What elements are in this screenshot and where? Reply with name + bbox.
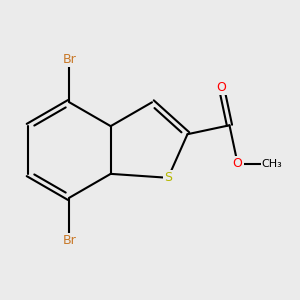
Text: Br: Br <box>62 234 76 247</box>
Text: S: S <box>164 171 172 184</box>
Text: Br: Br <box>62 53 76 66</box>
Text: O: O <box>233 157 243 170</box>
Text: CH₃: CH₃ <box>262 159 282 169</box>
Text: O: O <box>216 80 226 94</box>
